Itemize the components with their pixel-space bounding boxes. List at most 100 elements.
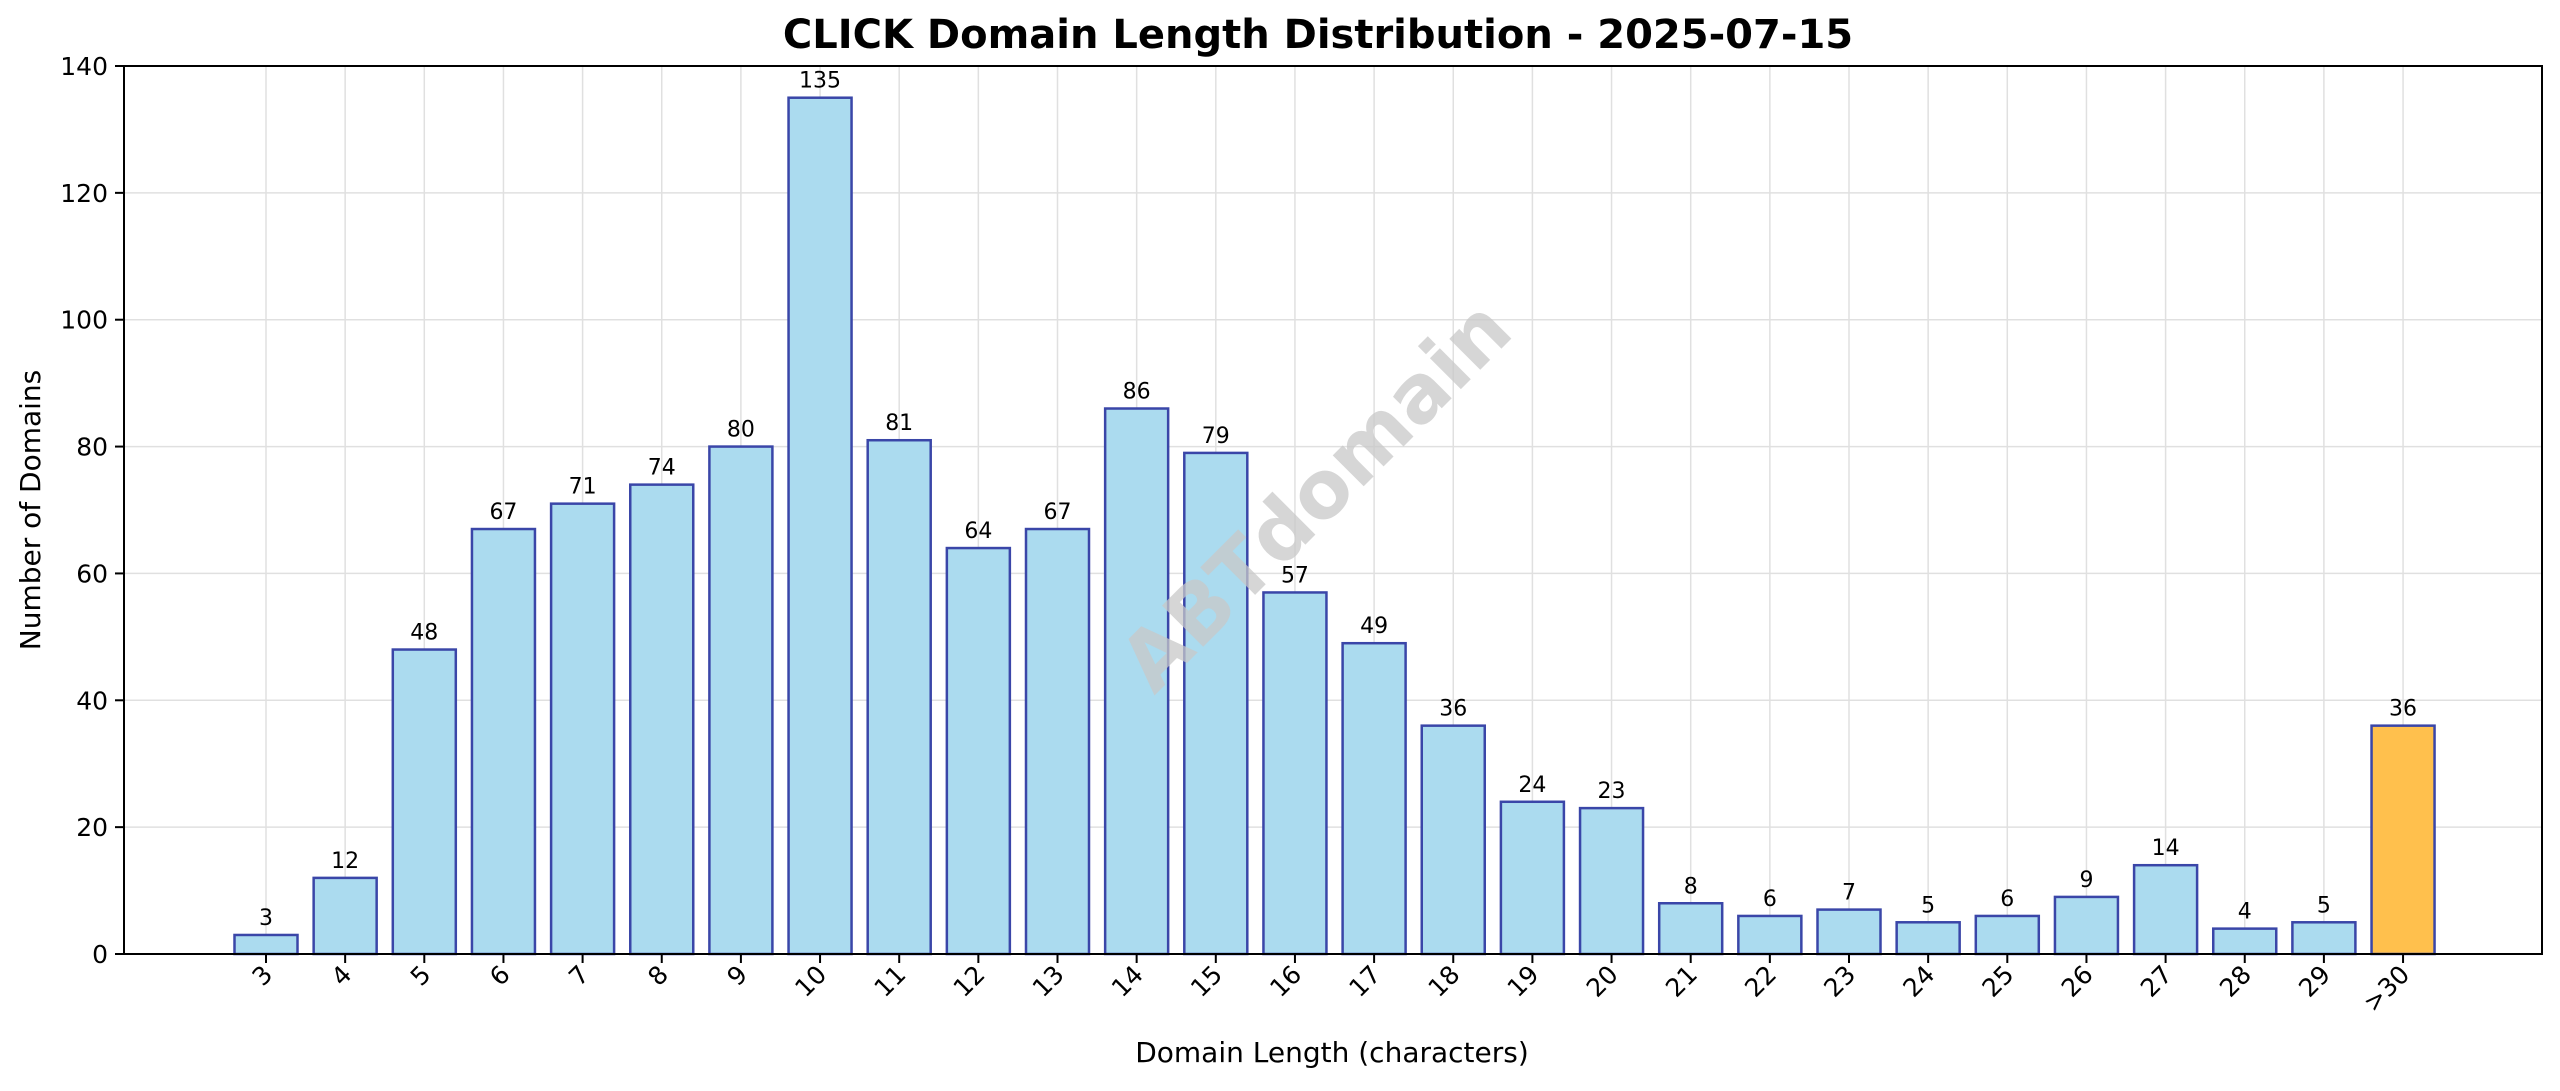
bar-value-label: 36: [1439, 697, 1467, 722]
bar-value-label: 86: [1123, 380, 1151, 405]
x-axis-label: Domain Length (characters): [1135, 1036, 1529, 1069]
x-tick-label: 6: [484, 960, 516, 992]
y-axis-label: Number of Domains: [14, 370, 47, 651]
bar-value-label: 8: [1684, 874, 1698, 899]
bar-10: [787, 96, 853, 956]
x-tick-label: 9: [721, 960, 753, 992]
x-tick-label: 8: [642, 960, 674, 992]
x-tick-label: 10: [789, 960, 832, 1003]
bar-23: [1816, 908, 1882, 956]
x-tick-label: 23: [1818, 960, 1861, 1003]
bar-21: [1657, 902, 1724, 956]
x-tick-label: 5: [405, 960, 437, 992]
x-tick-label: 17: [1343, 960, 1386, 1003]
x-tick-label: 15: [1185, 960, 1228, 1003]
bar-value-label: 23: [1598, 779, 1626, 804]
bar-value-label: 5: [2317, 893, 2331, 918]
bar-value-label: 64: [964, 519, 992, 544]
x-tick-label: 12: [948, 960, 991, 1003]
x-tick-label: 7: [563, 960, 595, 992]
bar-value-label: 24: [1518, 773, 1546, 798]
x-tick-label: 24: [1897, 960, 1940, 1003]
bar-24: [1895, 921, 1961, 956]
bar-9: [708, 445, 774, 956]
y-tick-label: 140: [60, 52, 108, 81]
bar-value-label: 57: [1281, 563, 1309, 588]
y-tick-label: 40: [76, 686, 108, 715]
x-tick-label: 20: [1581, 960, 1624, 1003]
bar-value-label: 7: [1842, 881, 1856, 906]
plot-area-frame: [123, 65, 2543, 955]
bar-12: [945, 546, 1012, 956]
x-tick-label: 29: [2293, 960, 2336, 1003]
x-tick-label: 13: [1027, 960, 1070, 1003]
bar-5: [391, 648, 458, 956]
bar-19: [1499, 800, 1566, 956]
bar-27: [2132, 863, 2199, 956]
y-tick-label: 100: [60, 306, 108, 335]
bar-15: [1183, 451, 1249, 956]
bar-value-label: 135: [799, 69, 841, 94]
x-tick-label: 16: [1264, 960, 1307, 1003]
bar-value-label: 9: [2079, 868, 2093, 893]
bar-value-label: 80: [727, 418, 755, 443]
y-tick-label: 120: [60, 179, 108, 208]
bars: [233, 96, 2436, 956]
bar-value-label: 74: [648, 456, 676, 481]
x-tick-label: >30: [2357, 960, 2415, 1018]
y-tick-label: 80: [76, 433, 108, 462]
y-tick-label: 0: [92, 940, 108, 969]
bar-14: [1103, 407, 1170, 956]
bar-29: [2291, 921, 2357, 956]
bar-20: [1578, 806, 1645, 956]
x-tick-label: 25: [1977, 960, 2020, 1003]
bar-6: [470, 527, 537, 956]
x-tick-label: 19: [1502, 960, 1545, 1003]
y-tick-label: 60: [76, 559, 108, 588]
x-tick-label: 18: [1422, 960, 1465, 1003]
bar-value-label: 12: [331, 849, 359, 874]
bar-16: [1262, 591, 1328, 956]
bar-value-label: 49: [1360, 614, 1388, 639]
bar-value-label: 48: [410, 621, 438, 646]
bar-17: [1341, 641, 1407, 956]
bar-value-label: 36: [2389, 697, 2417, 722]
x-tick-label: 14: [1106, 960, 1149, 1003]
bar-value-label: 4: [2238, 900, 2252, 925]
bar-13: [1024, 527, 1091, 956]
bar-value-label: 3: [259, 906, 273, 931]
bar-22: [1737, 914, 1803, 956]
x-tick-label: 28: [2214, 960, 2257, 1003]
bar-value-label: 6: [1763, 887, 1777, 912]
bar-4: [312, 876, 378, 956]
y-tick-label: 20: [76, 813, 108, 842]
bar-11: [866, 438, 932, 956]
x-tick-label: 26: [2056, 960, 2099, 1003]
bar-value-label: 5: [1921, 893, 1935, 918]
bar->30: [2370, 724, 2436, 956]
x-tick-label: 27: [2135, 960, 2178, 1003]
y-axis-ticks: 0 20 40 60 80 100 120 140: [60, 52, 124, 969]
bar-value-label: 6: [2000, 887, 2014, 912]
chart-title: CLICK Domain Length Distribution - 2025-…: [783, 12, 1853, 58]
x-tick-label: 11: [868, 960, 911, 1003]
bar-value-label: 67: [489, 500, 517, 525]
bar-28: [2212, 927, 2278, 956]
bar-25: [1974, 914, 2041, 956]
bar-18: [1420, 724, 1486, 956]
x-tick-label: 21: [1660, 960, 1703, 1003]
x-tick-label: 3: [246, 960, 278, 992]
bar-value-label: 14: [2152, 836, 2180, 861]
bar-8: [629, 483, 695, 956]
bar-26: [2053, 895, 2120, 956]
bar-value-label: 81: [885, 411, 913, 436]
bar-3: [233, 933, 299, 956]
bar-7: [549, 502, 616, 956]
bar-value-label: 67: [1044, 500, 1072, 525]
x-axis-ticks: 3 4 5 6 7 8 9 10 11 12 13 14 15 16 17 18 19 20 21 22 23 24 25 2…: [246, 954, 2415, 1018]
bar-value-label: 71: [569, 475, 597, 500]
x-tick-label: 22: [1739, 960, 1782, 1003]
